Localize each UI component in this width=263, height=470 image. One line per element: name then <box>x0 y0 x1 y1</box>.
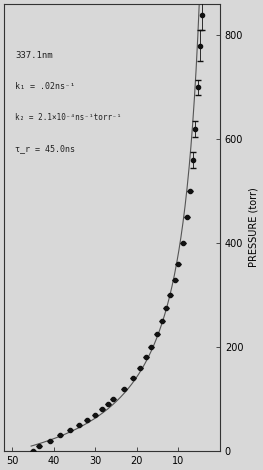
Y-axis label: PRESSURE (torr): PRESSURE (torr) <box>249 188 259 267</box>
Text: k₁ = .02ns⁻¹: k₁ = .02ns⁻¹ <box>15 82 75 91</box>
Text: k₂ = 2.1×10⁻⁴ns⁻¹torr⁻¹: k₂ = 2.1×10⁻⁴ns⁻¹torr⁻¹ <box>15 113 121 122</box>
Text: 337.1nm: 337.1nm <box>15 51 53 60</box>
Text: τ_r = 45.0ns: τ_r = 45.0ns <box>15 145 75 154</box>
